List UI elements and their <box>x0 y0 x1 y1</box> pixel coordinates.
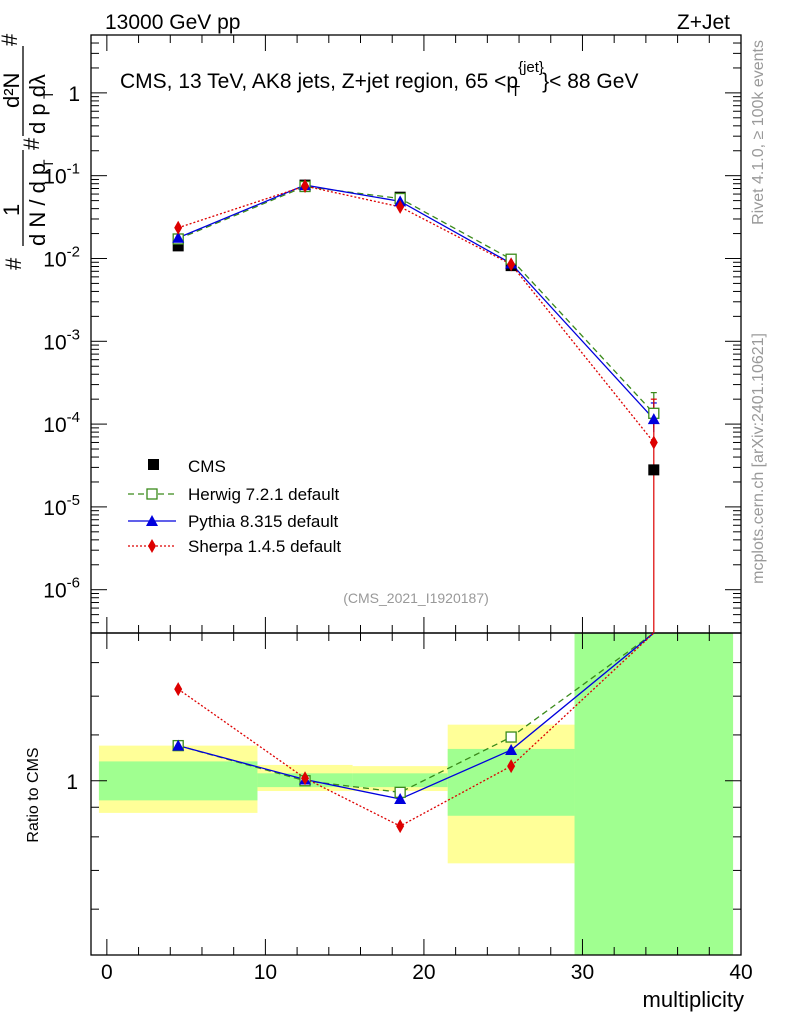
main-y-tick-label-6: 1 <box>68 83 80 106</box>
x-tick-label-0: 0 <box>101 961 113 984</box>
main-y-tick-label-0: 10-6 <box>43 575 80 603</box>
main-y-tick-base: 10 <box>43 580 66 603</box>
ratio-band-inner-4 <box>574 633 734 955</box>
main-y-axis: 10-610-510-410-310-210-11 <box>43 34 741 634</box>
header-left: 13000 GeV pp <box>105 11 240 34</box>
title-prefix: CMS, 13 TeV, AK8 jets, Z+jet region, 65 … <box>120 70 518 93</box>
main-y-tick-label-1: 10-5 <box>43 492 80 520</box>
main-y-tick-exp: -4 <box>67 409 80 426</box>
ratio-band-inner-0 <box>98 761 258 801</box>
ratio-point-sherpa-0 <box>174 682 183 697</box>
main-series-layer <box>172 179 660 633</box>
ratio-point-pythia-0 <box>172 739 185 751</box>
ratio-plot-frame <box>90 632 742 956</box>
ylabel-hash-right: # <box>0 33 22 46</box>
x-tick-label-1: 10 <box>254 961 277 984</box>
main-y-tick-exp: -2 <box>67 243 80 260</box>
main-y-tick-base: 10 <box>43 166 66 189</box>
ratio-series-layer <box>172 633 655 834</box>
main-y-tick-exp: -1 <box>67 161 80 178</box>
ratio-band-inner-2 <box>352 773 448 788</box>
analysis-watermark: (CMS_2021_I1920187) <box>343 590 489 606</box>
ylabel-frac-top: d²N <box>0 73 24 108</box>
ratio-y-tick-label-0: 1 <box>66 771 78 794</box>
x-tick-label-3: 30 <box>571 961 594 984</box>
mcplots-label: mcplots.cern.ch [arXiv:2401.10621] <box>750 333 767 584</box>
ratio-point-pythia-2 <box>394 793 407 805</box>
main-point-pythia-0 <box>172 231 185 243</box>
x-tick-label-2: 20 <box>412 961 435 984</box>
ylabel-one: 1 <box>0 204 24 216</box>
ratio-uncertainty-bands <box>98 633 734 955</box>
x-tick-label-4: 40 <box>729 961 752 984</box>
legend-sherpa-marker <box>148 539 156 553</box>
main-point-sherpa-3 <box>507 257 516 272</box>
plot-title: CMS, 13 TeV, AK8 jets, Z+jet region, 65 … <box>120 59 638 100</box>
main-y-tick-base: 10 <box>43 414 66 437</box>
main-y-tick-base: 10 <box>43 497 66 520</box>
ylabel-hash-mid: # <box>19 137 44 150</box>
x-axis-label: multiplicity <box>643 987 744 1012</box>
main-y-tick-label-4: 10-2 <box>43 243 80 271</box>
main-y-tick-exp: -3 <box>67 326 80 343</box>
ratio-line-herwig <box>178 633 655 794</box>
ylabel-den-T: T <box>40 159 56 168</box>
main-y-tick-label-5: 10-1 <box>43 161 80 189</box>
main-y-tick-base: 10 <box>43 248 66 271</box>
legend: CMS Herwig 7.2.1 default Pythia 8.315 de… <box>128 457 341 556</box>
main-y-tick-exp: -5 <box>67 492 80 509</box>
legend-herwig-marker <box>146 488 158 500</box>
main-point-pythia-4 <box>647 413 660 425</box>
ratio-y-label: Ratio to CMS <box>25 747 42 842</box>
rivet-label: Rivet 4.1.0, ≥ 100k events <box>750 40 767 225</box>
ratio-y-axis: 1 <box>66 632 741 910</box>
legend-cms-marker <box>148 459 159 470</box>
legend-sherpa-label: Sherpa 1.4.5 default <box>188 537 341 556</box>
main-point-sherpa-2 <box>396 199 405 214</box>
ratio-point-sherpa-2 <box>396 819 405 834</box>
main-y-label: # 1 d N / d p T # d²N d p dλ T # <box>0 33 56 270</box>
legend-herwig-label: Herwig 7.2.1 default <box>188 485 339 504</box>
ratio-point-sherpa-1 <box>301 771 310 786</box>
main-y-tick-exp: -6 <box>67 575 80 592</box>
legend-cms-label: CMS <box>188 457 226 476</box>
ratio-point-pythia-3 <box>505 744 518 756</box>
header-right: Z+Jet <box>677 11 730 34</box>
main-line-pythia <box>177 184 655 420</box>
title-sub: T <box>511 83 520 100</box>
main-point-sherpa-1 <box>301 179 310 194</box>
legend-pythia-marker <box>146 515 158 526</box>
title-sup: {jet} <box>518 59 544 76</box>
main-point-sherpa-4 <box>649 435 658 450</box>
main-line-sherpa <box>177 185 655 443</box>
ratio-point-sherpa-3 <box>507 759 516 774</box>
ratio-point-herwig-3 <box>505 731 517 743</box>
main-point-cms-0 <box>172 240 184 252</box>
main-point-sherpa-0 <box>174 220 183 235</box>
main-y-tick-label-3: 10-3 <box>43 326 80 354</box>
ylabel-frac-bottom: d p dλ <box>25 74 50 134</box>
x-axis: 0 10 20 30 40 <box>101 35 753 984</box>
title-suffix: }< 88 GeV <box>542 70 638 93</box>
legend-pythia-label: Pythia 8.315 default <box>188 512 339 531</box>
main-point-cms-4 <box>648 464 660 476</box>
main-y-tick-label-2: 10-4 <box>43 409 80 437</box>
ylabel-frac-T: T <box>40 90 56 99</box>
ylabel-hash-left: # <box>1 257 26 270</box>
ylabel-den: d N / d p <box>25 163 50 246</box>
main-y-tick-base: 10 <box>43 331 66 354</box>
main-line-herwig <box>177 185 655 414</box>
